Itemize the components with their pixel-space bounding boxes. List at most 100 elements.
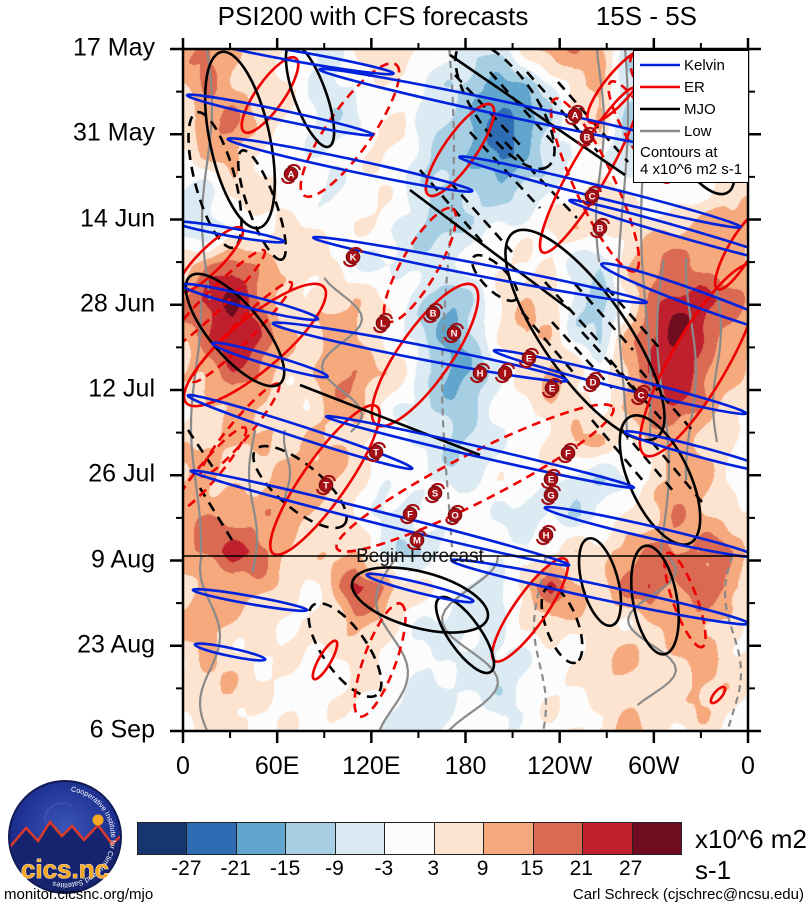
mjo-negative-contour (186, 429, 218, 473)
kelvin-wave-contour (193, 642, 267, 662)
mjo-negative-contour (454, 49, 556, 171)
mjo-positive-contour (618, 414, 702, 546)
cyclone-marker: O (444, 504, 466, 526)
contour-interval-note: Contours at 4 x10^6 m2 s-1 (640, 144, 743, 178)
low-frequency-contour (626, 555, 678, 706)
kelvin-wave-contour (568, 198, 748, 266)
kelvin-wave-contour (183, 220, 286, 244)
cyclone-marker: T (365, 441, 387, 463)
mjo-negative-contour (521, 311, 579, 379)
cyclone-letter: E (548, 474, 554, 485)
legend-label: MJO (684, 100, 716, 118)
date-tick-label: 14 Jun (79, 203, 155, 232)
cyclone-marker: T (315, 474, 337, 496)
colorbar-tick-label: -3 (374, 857, 394, 880)
mjo-negative-contour (449, 181, 513, 253)
logo-swirl (44, 802, 72, 824)
site-url[interactable]: monitor.cicsnc.org/mjo (4, 886, 154, 903)
date-tick-label: 6 Sep (89, 715, 155, 744)
er-positive-contour (490, 557, 570, 663)
longitude-tick-label: 0 (176, 752, 190, 780)
author-credit: Carl Schreck (cjschrec@ncsu.edu) (572, 886, 804, 903)
colorbar-tick-label: -27 (171, 857, 202, 880)
cyclone-letter: I (504, 368, 507, 379)
mjo-negative-contour (236, 148, 288, 262)
cyclone-marker: E (518, 347, 540, 369)
kelvin-wave-contour (226, 137, 474, 193)
kelvin-wave-contour (365, 572, 475, 604)
cyclone-marker: C (630, 384, 652, 406)
cyclone-letter: O (451, 510, 458, 521)
cyclone-marker: L (372, 312, 394, 334)
low-frequency-contour (189, 299, 203, 557)
mjo-positive-contour (577, 536, 623, 628)
er-positive-contour (586, 49, 654, 125)
mjo-negative-contour (606, 287, 664, 353)
cicsnc-logo: Cooperative Institute for Climate and Sa… (8, 780, 122, 894)
kelvin-wave-contour (543, 505, 748, 559)
kelvin-wave-contour (205, 49, 395, 76)
kelvin-wave-contour (623, 429, 748, 475)
cyclone-marker: E (541, 377, 563, 399)
legend-item-mjo: MJO (640, 98, 744, 120)
cyclone-letter: N (451, 328, 458, 339)
wave-legend: Kelvin ER MJO Low Contours at 4 x10^6 m2… (633, 50, 749, 183)
er-negative-contour (335, 403, 615, 553)
colorbar-cell (138, 823, 187, 854)
er-positive-contour (424, 102, 496, 198)
colorbar-cell (186, 823, 236, 854)
colorbar-tick-label: -15 (269, 857, 301, 880)
kelvin-line-icon (640, 63, 680, 67)
mjo-positive-contour (203, 50, 277, 230)
mjo-negative-contour (252, 444, 348, 530)
low-frequency-contour (711, 275, 723, 443)
cyclone-letter: T (373, 447, 379, 458)
cyclone-marker: H (469, 362, 491, 384)
cyclone-marker: N (443, 322, 465, 344)
low-frequency-contour (441, 555, 500, 731)
longitude-tick-label: 60E (254, 752, 300, 780)
legend-label: ER (684, 78, 705, 96)
mjo-negative-contour (581, 331, 641, 397)
er-positive-contour (638, 262, 748, 458)
er-negative-contour (353, 602, 407, 718)
mjo-negative-contour (621, 429, 675, 493)
date-tick-label: 28 Jun (79, 289, 155, 318)
colorbar-cell (235, 823, 286, 854)
cyclone-letter: B (430, 308, 437, 319)
er-negative-contour (299, 61, 401, 199)
cyclone-letter: C (589, 191, 596, 202)
er-negative-contour (190, 280, 294, 384)
longitude-tick-label: 120E (342, 752, 401, 780)
cyclone-letter: S (432, 488, 438, 499)
colorbar-tick-label: -21 (220, 857, 251, 880)
kelvin-wave-contour (311, 235, 649, 305)
mjo-negative-contour (504, 141, 578, 219)
kelvin-wave-contour (183, 282, 320, 322)
cyclone-marker: H (535, 524, 557, 546)
er-negative-contour (183, 248, 267, 352)
date-tick-label: 26 Jul (88, 459, 155, 488)
longitude-tick-label: 180 (444, 752, 487, 780)
kelvin-wave-contour (324, 414, 636, 490)
kelvin-wave-contour (211, 341, 329, 379)
mjo-negative-contour (651, 441, 703, 503)
colorbar-cell (631, 823, 681, 854)
colorbar-cell (433, 823, 484, 854)
cyclone-marker: D (582, 371, 604, 393)
colorbar-cell (532, 823, 583, 854)
legend-label: Low (684, 122, 712, 140)
cyclone-letter: G (547, 490, 554, 501)
legend-item-low: Low (640, 120, 744, 142)
mjo-negative-contour (544, 281, 603, 346)
logo-mountains-fill (10, 822, 120, 892)
low-frequency-contour (200, 49, 214, 301)
low-frequency-contour (320, 277, 364, 433)
longitude-tick-label: 120W (527, 752, 593, 780)
legend-item-er: ER (640, 76, 744, 98)
cyclone-letter: B (584, 132, 591, 143)
cyclone-letter: E (549, 383, 555, 394)
mjo-negative-contour (591, 419, 645, 483)
kelvin-wave-contour (185, 93, 375, 137)
kelvin-wave-contour (271, 321, 569, 383)
